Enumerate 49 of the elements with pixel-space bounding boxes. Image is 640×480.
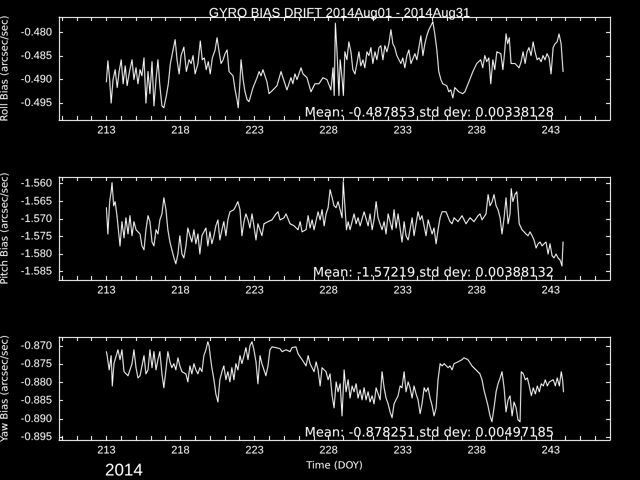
line-series bbox=[106, 341, 564, 422]
x-tick-label: 218 bbox=[171, 444, 190, 456]
x-tick-label: 218 bbox=[171, 284, 190, 296]
x-tick-label: 218 bbox=[171, 124, 190, 136]
x-tick-label: 213 bbox=[97, 444, 116, 456]
x-axis-title: Time (DOY) bbox=[305, 460, 363, 472]
y-tick-label: -0.895 bbox=[20, 431, 52, 444]
x-tick-label: 243 bbox=[542, 284, 560, 296]
y-tick-label: -0.480 bbox=[20, 26, 52, 39]
x-tick-label: 223 bbox=[245, 444, 264, 456]
y-tick-label: -0.485 bbox=[20, 50, 52, 62]
y-tick-label: -1.570 bbox=[20, 212, 52, 225]
y-axis-title: Yaw Bias (arcsec/sec) bbox=[0, 335, 10, 443]
line-series bbox=[106, 21, 564, 108]
x-tick-label: 238 bbox=[468, 444, 486, 456]
y-axis-title: Pitch Bias (arcsec/sec) bbox=[0, 172, 10, 285]
x-tick-label: 233 bbox=[393, 444, 412, 456]
chart-title: GYRO BIAS DRIFT 2014Aug01 - 2014Aug31 bbox=[208, 5, 470, 20]
x-tick-label: 238 bbox=[468, 124, 486, 136]
x-tick-label: 228 bbox=[319, 284, 338, 296]
y-tick-label: -1.565 bbox=[20, 195, 52, 208]
y-tick-label: -1.575 bbox=[20, 230, 52, 242]
x-tick-label: 233 bbox=[393, 284, 412, 296]
x-tick-label: 233 bbox=[393, 124, 412, 136]
x-tick-label: 213 bbox=[97, 284, 116, 296]
x-tick-label: 243 bbox=[542, 444, 560, 456]
y-tick-label: -0.875 bbox=[20, 358, 52, 370]
x-tick-label: 223 bbox=[245, 124, 264, 136]
y-tick-label: -0.490 bbox=[20, 74, 52, 86]
x-tick-label: 243 bbox=[542, 124, 560, 136]
x-tick-label: 213 bbox=[97, 124, 116, 136]
text: 2014 bbox=[105, 460, 143, 480]
x-tick-label: 238 bbox=[468, 284, 486, 296]
y-tick-label: -1.560 bbox=[20, 178, 52, 190]
annotation: Mean: -0.878251 std dev: 0.00497185 bbox=[304, 426, 554, 440]
y-tick-label: -1.580 bbox=[20, 248, 52, 260]
y-tick-label: -0.890 bbox=[20, 412, 52, 425]
y-tick-label: -0.885 bbox=[20, 394, 52, 407]
x-tick-label: 228 bbox=[319, 444, 338, 456]
line-series bbox=[106, 181, 564, 266]
annotation: Mean: -0.487853 std dev: 0.00338128 bbox=[304, 106, 554, 120]
y-tick-label: -0.870 bbox=[20, 340, 52, 352]
y-axis-title: Roll Bias (arcsec/sec) bbox=[0, 15, 10, 122]
y-tick-label: -1.585 bbox=[20, 266, 52, 278]
annotation: Mean: -1.57219 std dev: 0.00388132 bbox=[312, 266, 554, 280]
y-tick-label: -0.880 bbox=[20, 376, 52, 388]
x-tick-label: 228 bbox=[319, 124, 338, 136]
y-tick-label: -0.495 bbox=[20, 97, 52, 110]
x-tick-label: 223 bbox=[245, 284, 264, 296]
